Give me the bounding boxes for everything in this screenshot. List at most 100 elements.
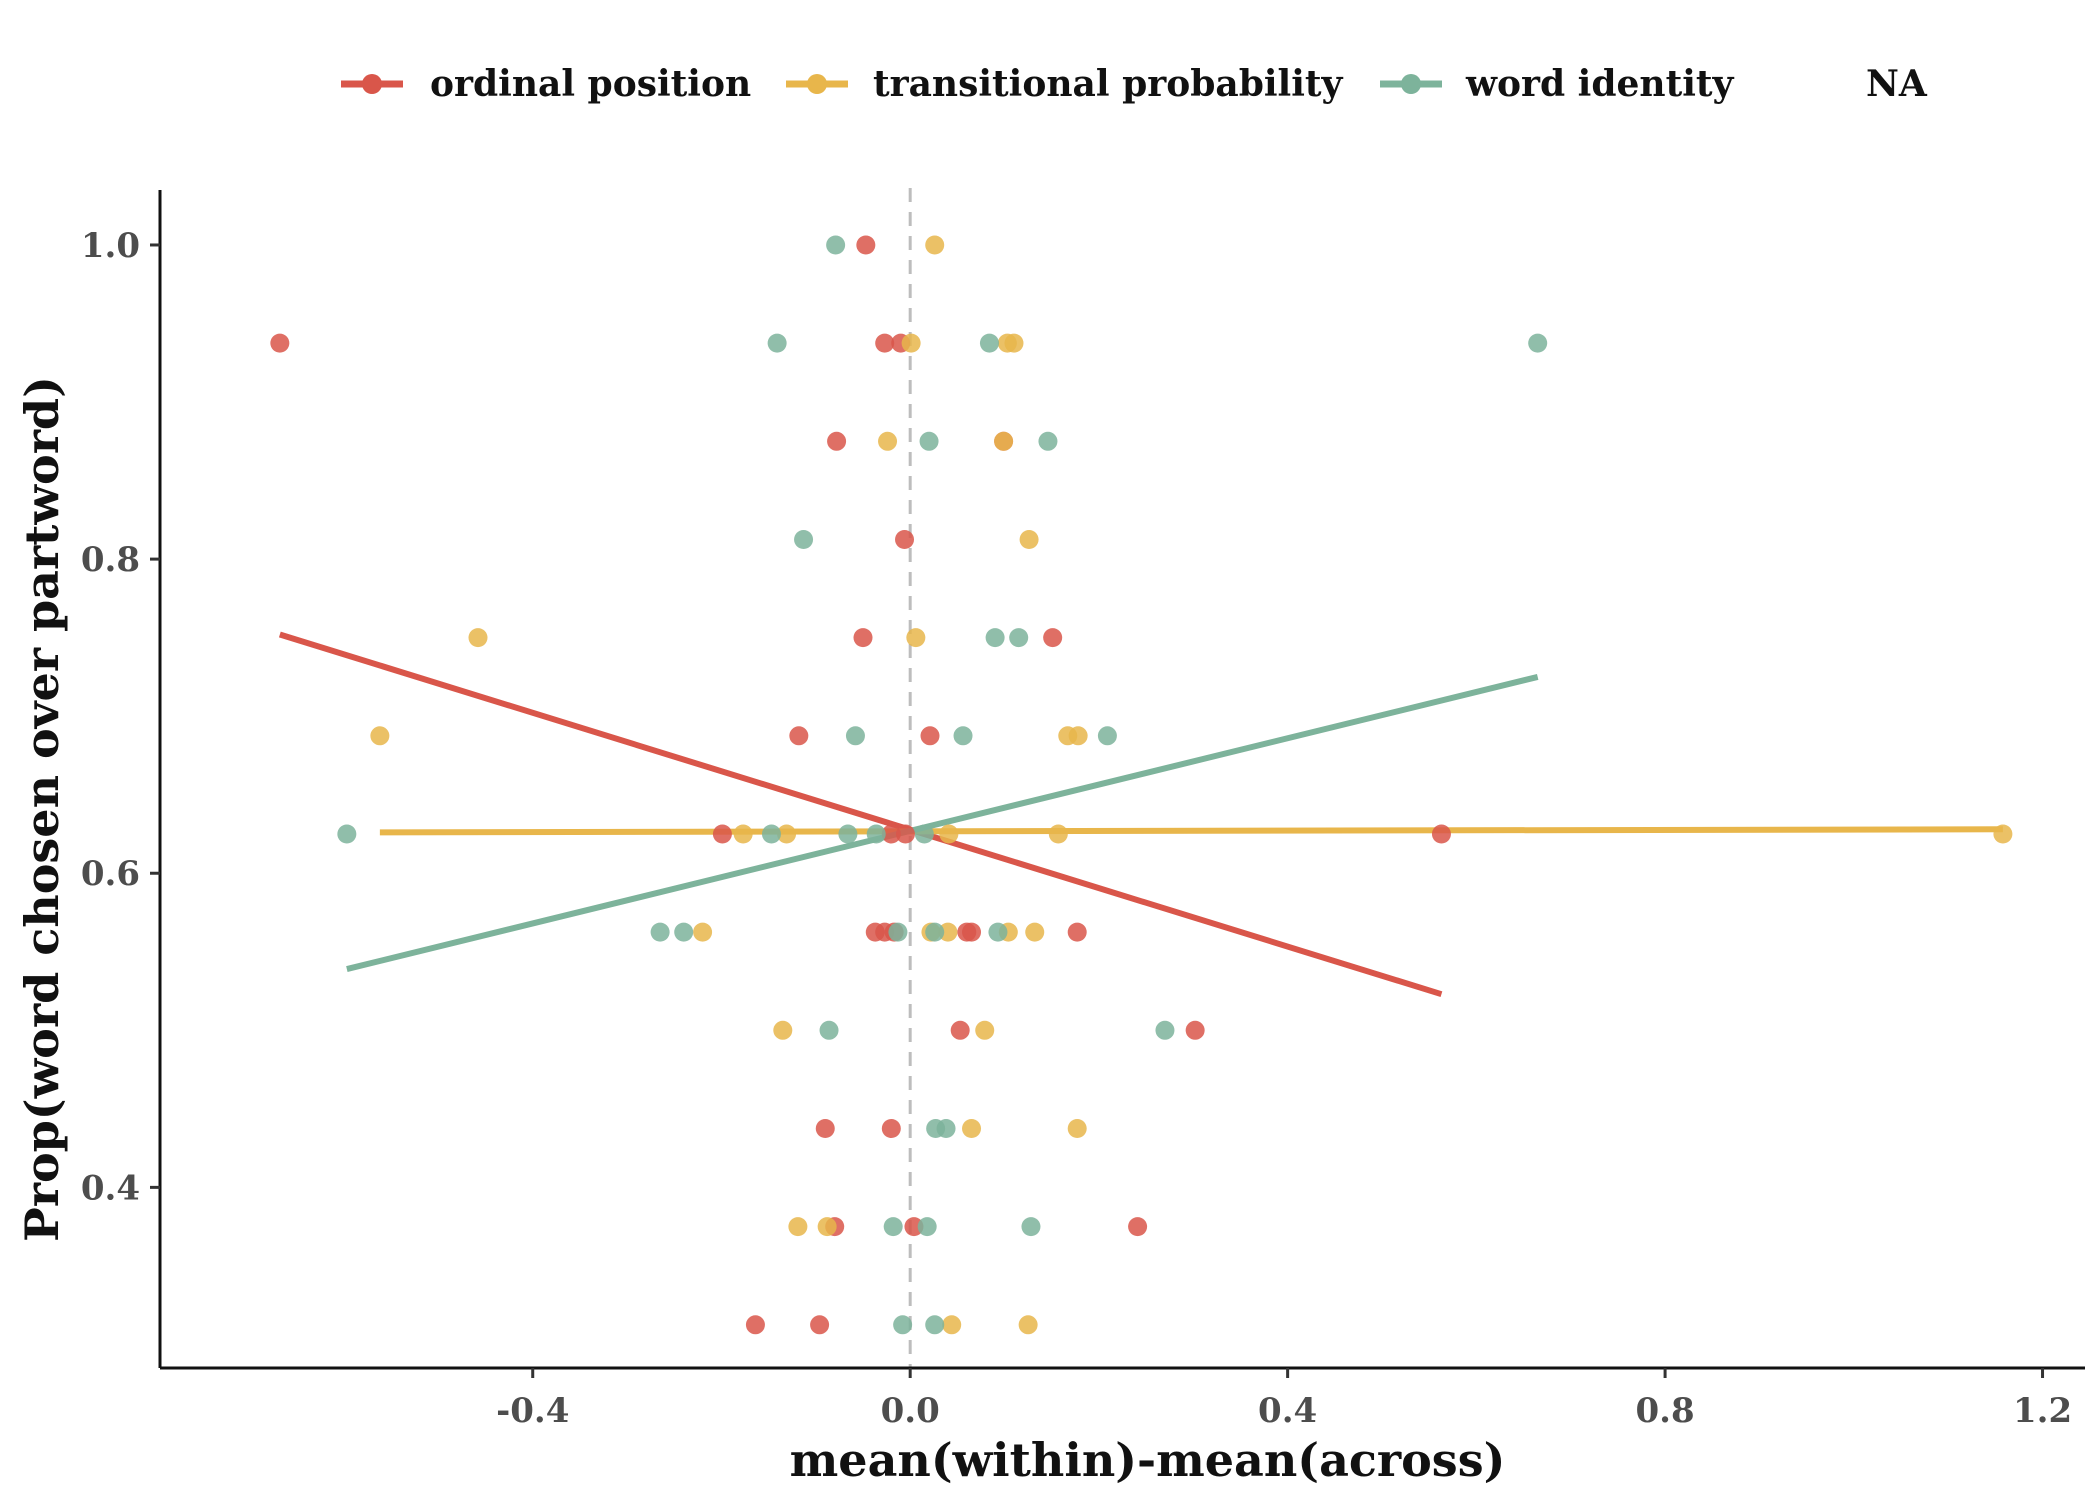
data-point <box>856 235 876 255</box>
data-point <box>1043 628 1063 648</box>
data-point <box>920 726 940 746</box>
y-tick-label: 0.4 <box>81 1168 140 1208</box>
legend-item: transitional probability <box>786 63 1344 105</box>
data-point <box>845 726 865 746</box>
data-point <box>901 333 921 353</box>
data-point <box>337 824 357 844</box>
data-point <box>819 1020 839 1040</box>
x-tick-label: 0.8 <box>1636 1391 1695 1431</box>
data-point <box>888 922 908 942</box>
data-point <box>468 628 488 648</box>
data-point <box>773 1020 793 1040</box>
data-point <box>794 529 814 549</box>
data-point <box>826 235 846 255</box>
data-point <box>1004 333 1024 353</box>
legend-marker <box>1401 74 1421 94</box>
data-point <box>917 1217 937 1237</box>
data-point <box>767 333 787 353</box>
data-point <box>761 824 781 844</box>
plot-area <box>270 188 2013 1368</box>
data-point <box>950 1020 970 1040</box>
data-point <box>777 824 797 844</box>
data-point <box>810 1315 830 1335</box>
data-point <box>919 431 939 451</box>
data-point <box>1018 1315 1038 1335</box>
data-point <box>1155 1020 1175 1040</box>
data-point <box>893 1315 913 1335</box>
fit-lines <box>278 631 2003 998</box>
x-tick-label: 0.0 <box>881 1391 940 1431</box>
data-point <box>925 235 945 255</box>
data-point <box>979 333 999 353</box>
data-point <box>1067 922 1087 942</box>
data-point <box>1021 1217 1041 1237</box>
legend-marker <box>362 74 382 94</box>
data-point <box>994 431 1014 451</box>
axes: -0.4 0.0 0.4 0.8 1.2 0.4 0.6 0.8 1.0 <box>81 190 2085 1431</box>
data-point <box>1048 824 1068 844</box>
data-point <box>866 824 886 844</box>
data-point <box>878 431 898 451</box>
data-point <box>815 1118 835 1138</box>
data-point <box>883 1217 903 1237</box>
legend-label: word identity <box>1465 63 1735 105</box>
data-point <box>1019 529 1039 549</box>
data-point <box>1068 726 1088 746</box>
data-point <box>881 824 901 844</box>
legend-na-label: NA <box>1866 63 1928 105</box>
data-point <box>1097 726 1117 746</box>
data-point <box>674 922 694 942</box>
data-point <box>881 1118 901 1138</box>
data-point <box>1128 1217 1148 1237</box>
data-point <box>1528 333 1548 353</box>
legend-label: ordinal position <box>430 63 751 105</box>
data-point <box>827 431 847 451</box>
data-point <box>914 824 934 844</box>
data-point <box>789 726 809 746</box>
data-point <box>895 824 915 844</box>
legend-item: word identity <box>1380 63 1735 105</box>
data-point <box>942 1315 962 1335</box>
data-point <box>906 628 926 648</box>
data-point <box>925 1315 945 1335</box>
y-tick-label: 0.6 <box>81 854 140 894</box>
data-points <box>270 235 2013 1335</box>
data-point <box>895 529 915 549</box>
data-point <box>745 1315 765 1335</box>
data-point <box>370 726 390 746</box>
x-axis-title: mean(within)-mean(across) <box>790 1433 1506 1487</box>
data-point <box>1185 1020 1205 1040</box>
data-point <box>975 1020 995 1040</box>
data-point <box>788 1217 808 1237</box>
x-axis-ticks: -0.4 0.0 0.4 0.8 1.2 <box>496 1368 2072 1431</box>
data-point <box>1993 824 2013 844</box>
legend: ordinal position transitional probability… <box>341 63 1928 105</box>
data-point <box>693 922 713 942</box>
data-point <box>925 922 945 942</box>
x-tick-label: 0.4 <box>1258 1391 1317 1431</box>
data-point <box>985 628 1005 648</box>
fit-line <box>346 673 1539 972</box>
data-point <box>1009 628 1029 648</box>
data-point <box>904 1217 924 1237</box>
data-point <box>733 824 753 844</box>
data-point <box>938 922 958 942</box>
data-point <box>817 1217 837 1237</box>
fit-line <box>278 631 1443 998</box>
x-tick-label: 1.2 <box>2013 1391 2072 1431</box>
data-point <box>1038 431 1058 451</box>
data-point <box>712 824 732 844</box>
data-point <box>962 922 982 942</box>
data-point <box>939 824 959 844</box>
y-tick-label: 0.8 <box>81 540 140 580</box>
data-point <box>853 628 873 648</box>
data-point <box>988 922 1008 942</box>
legend-item: ordinal position <box>341 63 751 105</box>
y-axis-ticks: 0.4 0.6 0.8 1.0 <box>81 226 160 1208</box>
data-point <box>953 726 973 746</box>
legend-label: transitional probability <box>873 63 1344 105</box>
data-point <box>270 333 290 353</box>
data-point <box>962 1118 982 1138</box>
